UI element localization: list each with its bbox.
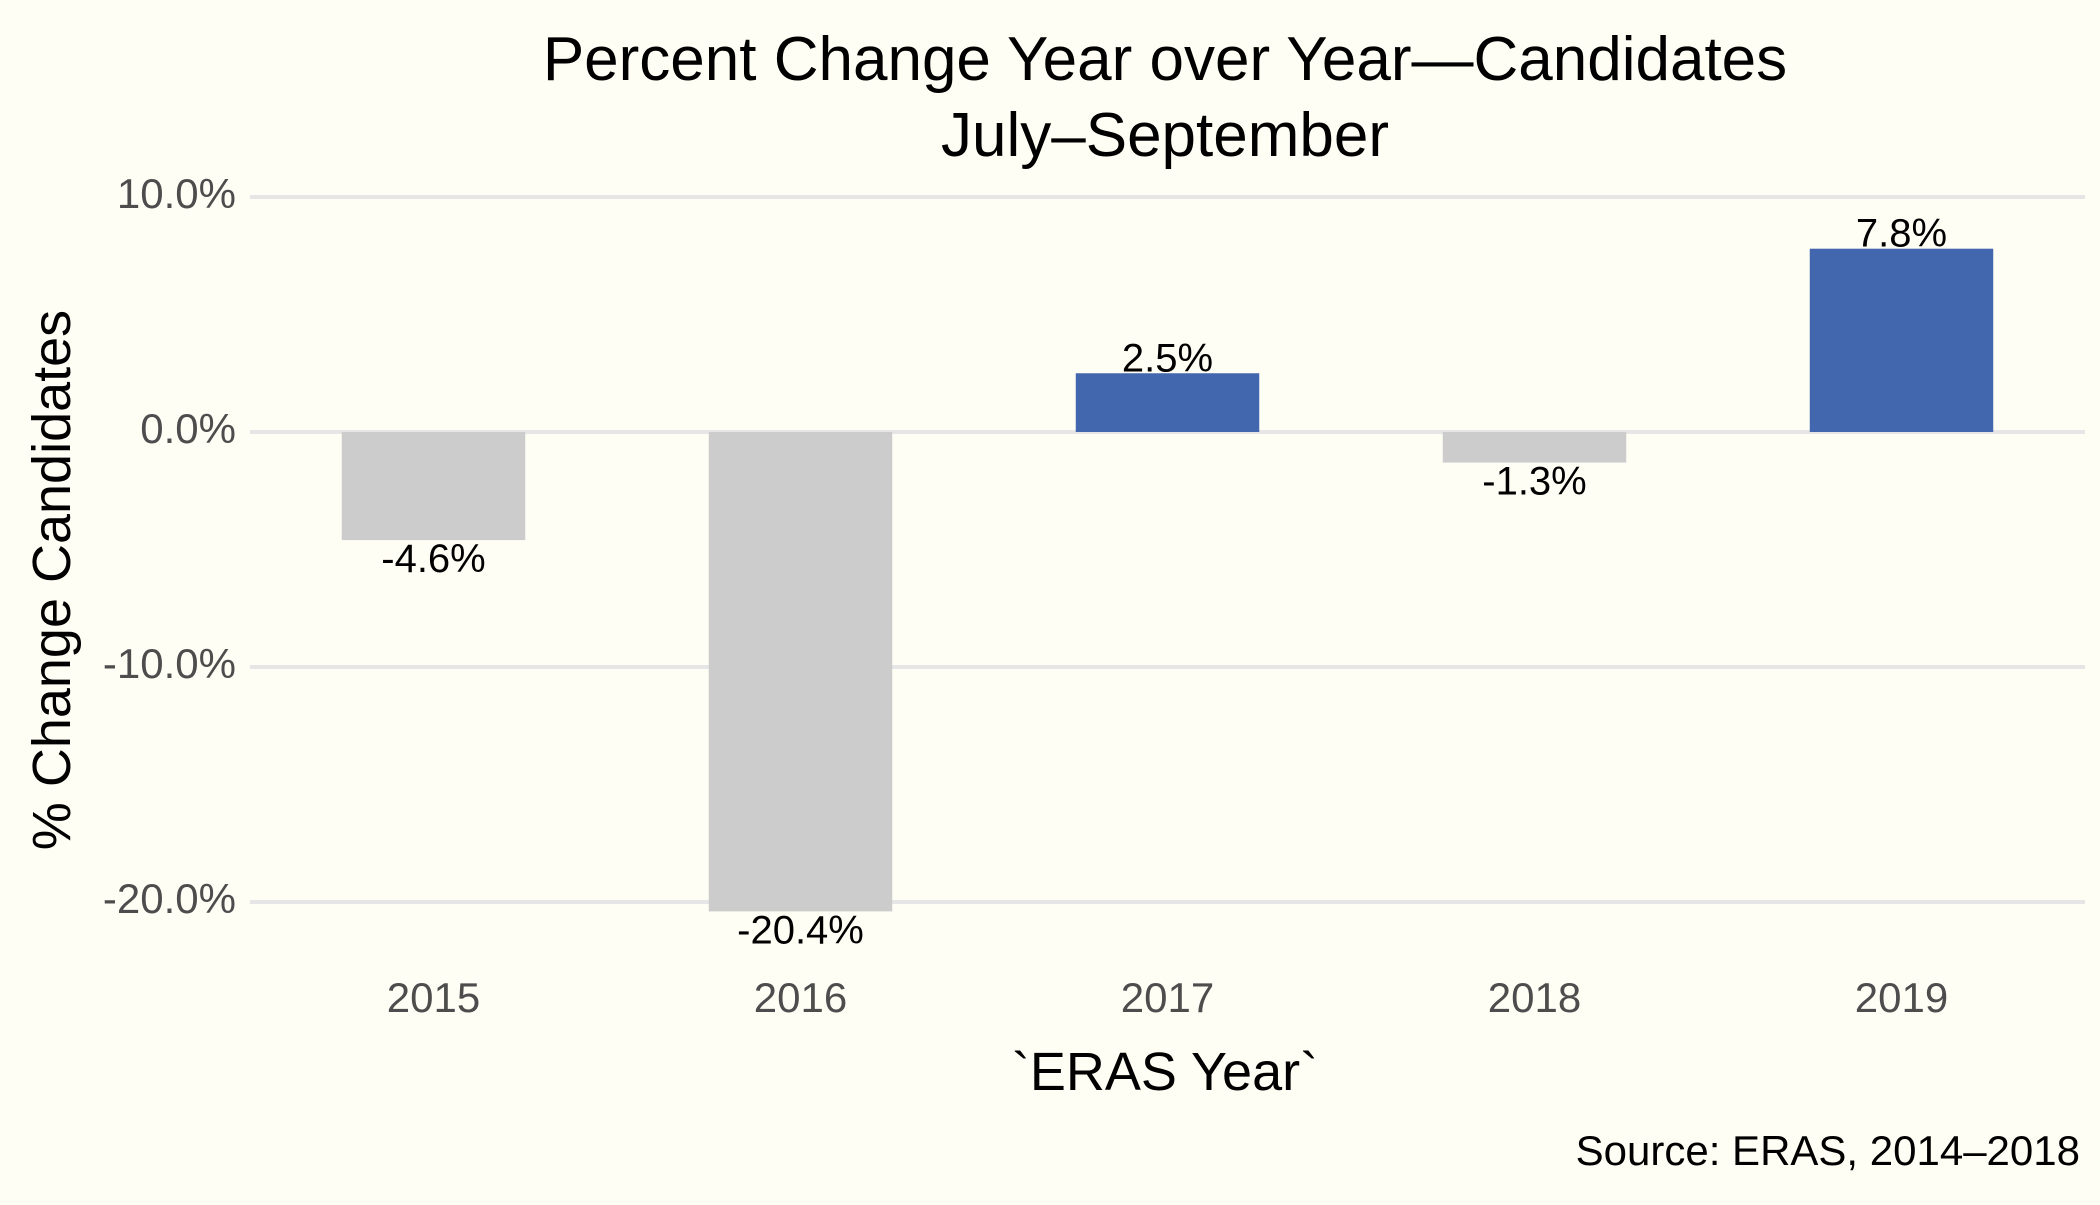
data-label-2017: 2.5% (1122, 336, 1213, 380)
x-tick-label-2017: 2017 (1121, 974, 1214, 1021)
x-tick-label-2016: 2016 (754, 974, 847, 1021)
bar-2018 (1442, 432, 1627, 463)
y-tick-label: -20.0% (103, 875, 236, 922)
chart-title-line-2: July–September (941, 101, 1389, 170)
y-tick-label: 0.0% (140, 405, 236, 452)
y-tick-label: 10.0% (117, 170, 236, 217)
data-label-2016: -20.4% (737, 908, 864, 952)
y-tick-label: -10.0% (103, 640, 236, 687)
bar-2017 (1075, 373, 1260, 432)
bar-2015 (341, 432, 526, 541)
x-tick-label-2015: 2015 (387, 974, 480, 1021)
y-axis-ticks: 10.0% 0.0% -10.0% -20.0% (103, 170, 236, 922)
bar-2016 (708, 432, 893, 912)
data-label-2015: -4.6% (381, 537, 486, 581)
x-tick-label-2019: 2019 (1855, 974, 1948, 1021)
x-axis-ticks: 2015 2016 2017 2018 2019 (387, 974, 1948, 1021)
source-caption: Source: ERAS, 2014–2018 (1576, 1127, 2080, 1174)
x-tick-label-2018: 2018 (1488, 974, 1581, 1021)
x-axis-label: `ERAS Year` (1012, 1042, 1318, 1102)
data-labels: -4.6% -20.4% 2.5% -1.3% 7.8% (381, 212, 1947, 953)
data-label-2018: -1.3% (1482, 460, 1587, 504)
y-axis-label: % Change Candidates (22, 310, 82, 850)
gridlines (250, 195, 2085, 904)
bar-2019 (1809, 248, 1994, 432)
chart-title-line-1: Percent Change Year over Year—Candidates (543, 25, 1787, 94)
bars (341, 248, 1994, 912)
data-label-2019: 7.8% (1856, 212, 1947, 256)
